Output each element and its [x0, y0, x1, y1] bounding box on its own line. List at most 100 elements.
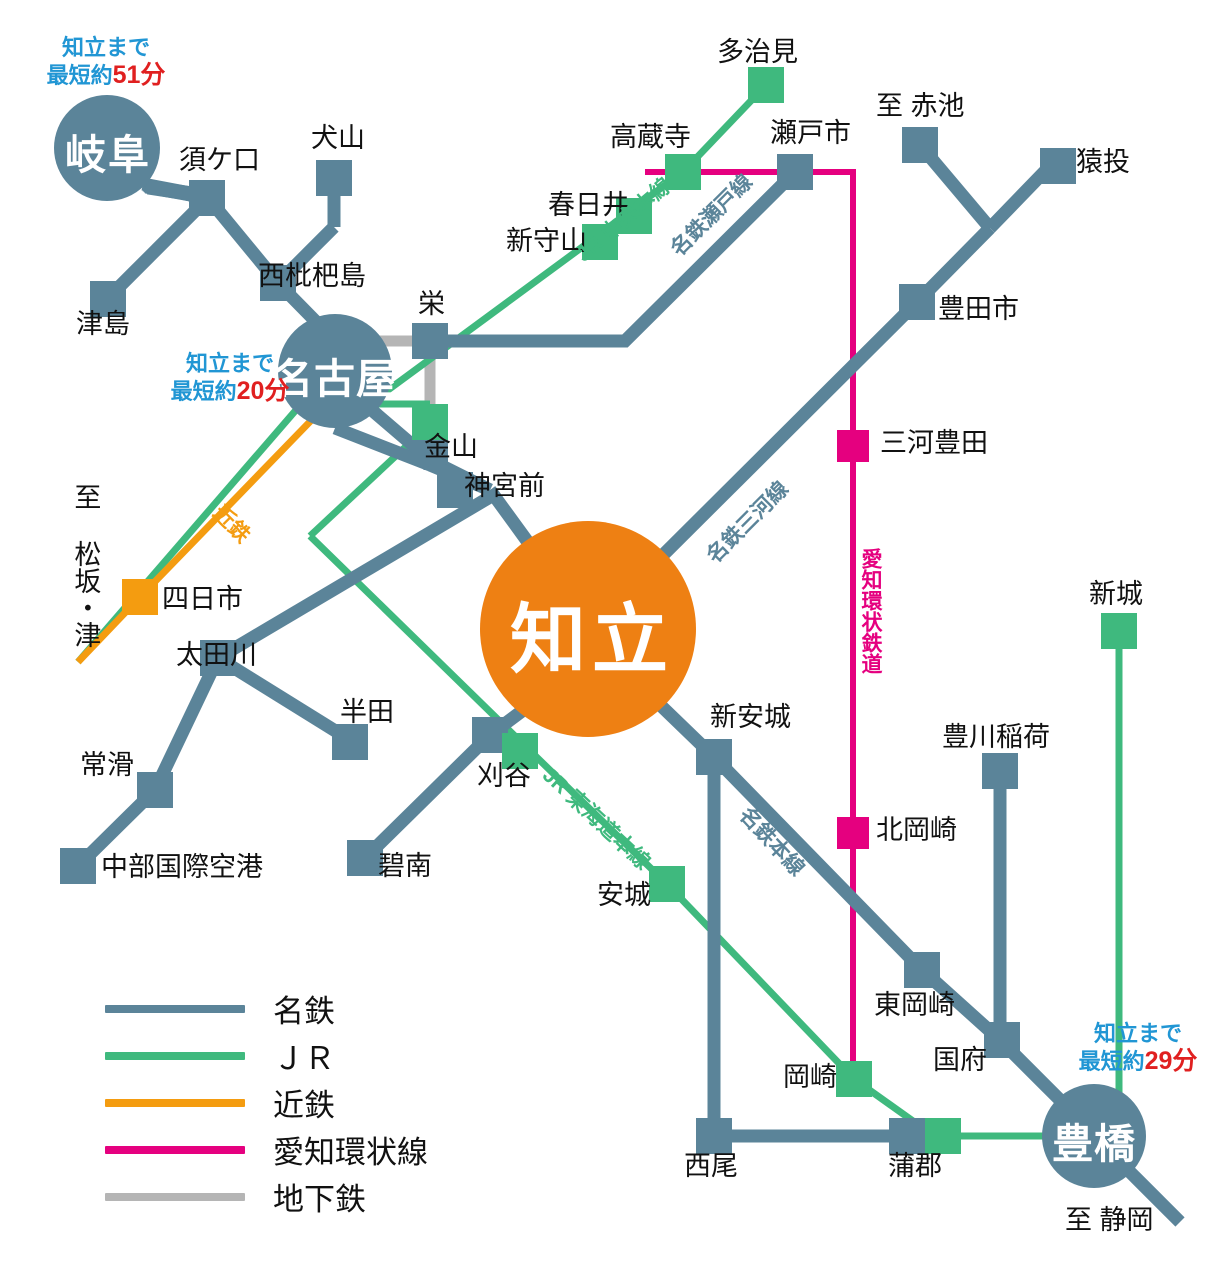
station-sanage	[1040, 148, 1076, 184]
station-gamagori-jr	[925, 1118, 961, 1154]
hub-circle-chiryu	[480, 521, 696, 737]
station-nishibiwajima	[260, 265, 296, 301]
station-label-kozoji: 高蔵寺	[610, 122, 691, 152]
station-mikawa-toyota	[837, 430, 869, 462]
station-label-sukaguchi: 須ケ口	[179, 145, 260, 175]
legend-swatch-kintetsu	[105, 1098, 245, 1107]
time-prefix-nagoya: 知立まで	[185, 351, 274, 376]
station-tajimi	[748, 67, 784, 103]
legend-row-aichi-loop: 愛知環状線	[105, 1126, 428, 1173]
station-tsushima	[90, 281, 126, 317]
legend: 名鉄 ＪＲ 近鉄 愛知環状線 地下鉄	[105, 985, 428, 1220]
time-callout-gifu: 知立まで 最短約51分	[26, 35, 186, 89]
time-line2-prefix-nagoya: 最短約	[170, 378, 237, 404]
station-label-handa: 半田	[340, 697, 394, 727]
station-kariya-jr	[502, 733, 538, 769]
station-label-otagawa: 太田川	[176, 640, 257, 670]
station-label-to-shizuoka: 至 静岡	[1065, 1205, 1154, 1235]
station-markers	[60, 67, 1137, 1154]
hub-circles	[54, 95, 1146, 1188]
station-anjo	[649, 866, 685, 902]
legend-row-subway: 地下鉄	[105, 1173, 428, 1220]
station-kanayama-jr	[412, 404, 448, 440]
hub-label-gifu: 岐阜	[65, 132, 151, 178]
station-label-kou: 国府	[933, 1045, 987, 1075]
station-label-shin-moriyama: 新守山	[506, 226, 587, 256]
station-label-yokkaichi: 四日市	[162, 584, 243, 614]
station-label-hekinan: 碧南	[378, 851, 432, 881]
station-chubu-airport	[60, 848, 96, 884]
station-akaike	[902, 127, 938, 163]
station-label-nishio: 西尾	[684, 1151, 738, 1181]
station-jingumae	[437, 472, 473, 508]
station-gamagori-meitetsu	[889, 1118, 925, 1154]
station-otagawa	[200, 640, 236, 676]
station-label-kariya: 刈谷	[477, 761, 531, 791]
station-label-jingumae: 神宮前	[464, 471, 545, 501]
station-label-kanayama: 金山	[424, 432, 478, 462]
legend-swatch-meitetsu	[105, 1004, 245, 1013]
legend-label-aichi-loop: 愛知環状線	[273, 1135, 428, 1170]
station-higashi-okazaki	[904, 952, 940, 988]
station-setoshi	[777, 154, 813, 190]
hub-circle-nagoya	[278, 314, 392, 428]
station-label-tsushima: 津島	[76, 309, 130, 339]
legend-label-jr: ＪＲ	[273, 1041, 335, 1076]
legend-label-meitetsu: 名鉄	[273, 994, 335, 1029]
legend-label-subway: 地下鉄	[273, 1182, 366, 1217]
station-hekinan	[347, 840, 383, 876]
station-label-shin-anjo: 新安城	[710, 702, 791, 732]
station-label-akaike: 至 赤池	[876, 91, 965, 121]
time-callout-nagoya: 知立まで 最短約20分	[150, 351, 310, 404]
line-label-aichi-loop-rail: 愛知環状鉄道	[859, 548, 882, 674]
station-shin-moriyama	[582, 224, 618, 260]
time-prefix-toyohashi: 知立まで	[1093, 1021, 1182, 1046]
station-label-anjo: 安城	[597, 880, 651, 910]
legend-label-kintetsu: 近鉄	[273, 1088, 335, 1123]
station-tokoname	[137, 772, 173, 808]
station-label-okazaki: 岡崎	[783, 1062, 837, 1092]
hub-label-nagoya: 名古屋	[272, 356, 398, 402]
station-sakae	[412, 323, 448, 359]
station-toyotashi	[899, 284, 935, 320]
station-kasugai	[616, 198, 652, 234]
time-callout-toyohashi: 知立まで 最短約29分	[1058, 1021, 1218, 1074]
station-okazaki	[836, 1061, 872, 1097]
station-handa	[332, 724, 368, 760]
station-label-toyotashi: 豊田市	[938, 294, 1019, 324]
station-nishio	[696, 1118, 732, 1154]
station-label-chubu-airport: 中部国際空港	[101, 852, 263, 882]
station-kozoji	[665, 154, 701, 190]
hub-label-toyohashi: 豊橋	[1052, 1121, 1136, 1167]
hub-circle-gifu	[54, 95, 160, 201]
time-line2-prefix-gifu: 最短約	[46, 62, 113, 88]
station-label-higashi-okazaki: 東岡崎	[874, 990, 955, 1020]
station-label-kita-okazaki: 北岡崎	[876, 815, 957, 845]
legend-swatch-jr	[105, 1051, 245, 1060]
station-label-sakae: 栄	[418, 289, 445, 319]
station-label-mikawa-toyota: 三河豊田	[880, 428, 988, 458]
station-label-tokoname: 常滑	[80, 750, 134, 780]
legend-row-kintetsu: 近鉄	[105, 1079, 428, 1126]
hub-circle-toyohashi	[1042, 1084, 1146, 1188]
station-label-shinshiro: 新城	[1089, 579, 1143, 609]
time-prefix-gifu: 知立まで	[61, 35, 150, 60]
time-minutes-gifu: 51分	[112, 60, 166, 89]
station-shinshiro	[1101, 613, 1137, 649]
station-kita-okazaki	[837, 817, 869, 849]
station-label-to-matsusaka-tsu: 至 松坂・津	[70, 483, 101, 648]
hub-label-chiryu: 知立	[510, 598, 674, 683]
station-label-kasugai: 春日井	[548, 190, 629, 220]
station-label-inuyama: 犬山	[311, 123, 365, 153]
time-line2-prefix-toyohashi: 最短約	[1078, 1048, 1145, 1074]
legend-row-meitetsu: 名鉄	[105, 985, 428, 1032]
aichi-loop-line	[645, 169, 856, 1079]
legend-swatch-subway	[105, 1192, 245, 1201]
station-label-setoshi: 瀬戸市	[770, 118, 851, 148]
station-kou	[984, 1022, 1020, 1058]
station-label-sanage: 猿投	[1076, 147, 1130, 177]
station-label-toyokawa-inari: 豊川稲荷	[942, 722, 1050, 752]
station-inuyama	[316, 160, 352, 196]
